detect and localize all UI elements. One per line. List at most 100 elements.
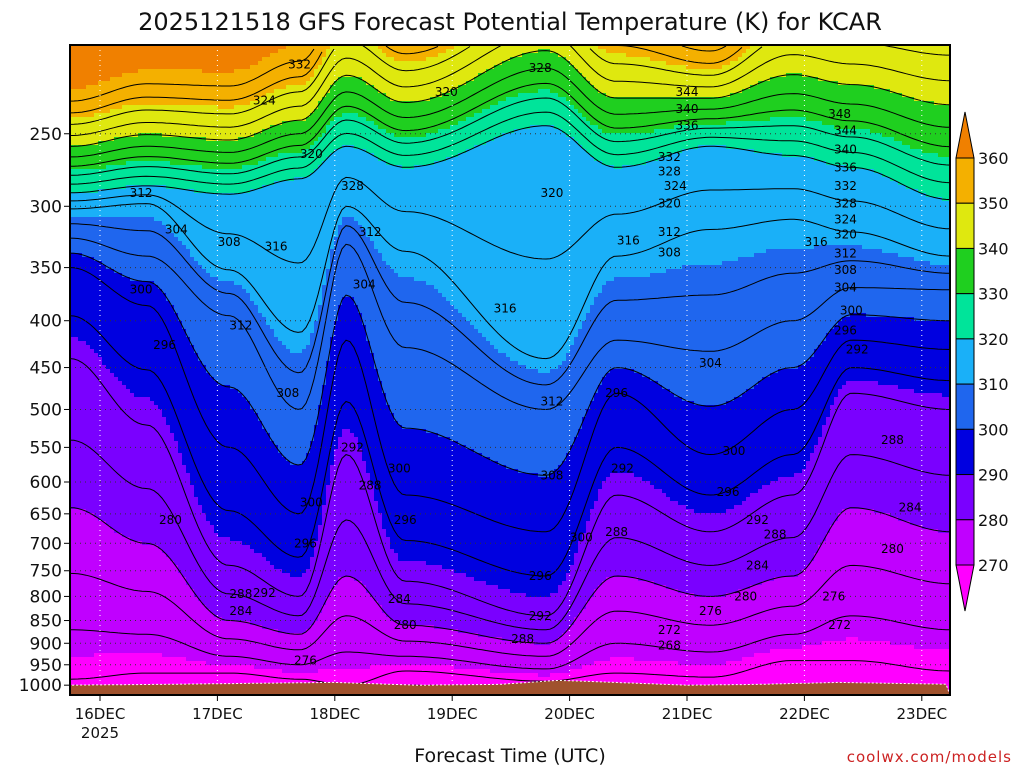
contour-label: 280 bbox=[159, 513, 182, 527]
y-tick-label: 500 bbox=[30, 400, 62, 420]
contour-label: 308 bbox=[834, 263, 857, 277]
contour-label: 268 bbox=[658, 638, 681, 652]
contour-label: 324 bbox=[664, 179, 687, 193]
contour-label: 296 bbox=[394, 513, 417, 527]
isentrope-line bbox=[70, 50, 950, 147]
contour-label: 312 bbox=[541, 394, 564, 408]
credit-text: coolwx.com/models bbox=[847, 748, 1012, 766]
isentrope-line bbox=[70, 97, 950, 176]
y-tick-label: 700 bbox=[30, 534, 62, 554]
colorbar-label: 330 bbox=[978, 285, 1009, 304]
contour-label: 300 bbox=[300, 496, 323, 510]
contour-label: 332 bbox=[288, 57, 311, 71]
contour-label: 280 bbox=[394, 618, 417, 632]
y-tick-label: 400 bbox=[30, 312, 62, 332]
contour-label: 288 bbox=[359, 478, 382, 492]
y-tick-label: 250 bbox=[30, 125, 62, 145]
contour-label: 340 bbox=[676, 102, 699, 116]
colorbar-label: 290 bbox=[978, 466, 1009, 485]
contour-label: 316 bbox=[494, 302, 517, 316]
colorbar-label: 350 bbox=[978, 194, 1009, 213]
terrain bbox=[70, 680, 950, 695]
contour-label: 312 bbox=[359, 225, 382, 239]
colorbar-segment bbox=[955, 157, 975, 204]
contour-label: 276 bbox=[294, 654, 317, 668]
x-axis-label: Forecast Time (UTC) bbox=[414, 745, 605, 767]
x-axis-year: 2025 bbox=[81, 724, 119, 742]
contour-label: 348 bbox=[828, 107, 851, 121]
contour-label: 316 bbox=[265, 240, 288, 254]
y-tick-label: 900 bbox=[30, 634, 62, 654]
isentrope-line bbox=[70, 82, 950, 167]
isentrope-line bbox=[70, 358, 950, 617]
colorbar-label: 320 bbox=[978, 330, 1009, 349]
contour-label: 308 bbox=[276, 386, 299, 400]
contour-label: 296 bbox=[605, 386, 628, 400]
contour-label: 284 bbox=[388, 592, 411, 606]
y-tick-label: 1000 bbox=[19, 676, 62, 696]
y-tick-label: 750 bbox=[30, 562, 62, 582]
contour-label: 320 bbox=[435, 85, 458, 99]
contour-label: 292 bbox=[341, 440, 364, 454]
contour-label: 288 bbox=[511, 632, 534, 646]
contour-label: 292 bbox=[846, 342, 869, 356]
contour-label: 300 bbox=[570, 531, 593, 545]
x-tick-label: 20DEC bbox=[544, 705, 595, 723]
y-tick-label: 450 bbox=[30, 359, 62, 379]
y-tick-label: 550 bbox=[30, 438, 62, 458]
contour-label: 296 bbox=[834, 324, 857, 338]
isentrope-line bbox=[70, 615, 950, 670]
contour-label: 300 bbox=[840, 304, 863, 318]
chart-title: 2025121518 GFS Forecast Potential Temper… bbox=[138, 8, 882, 36]
contour-label: 328 bbox=[834, 197, 857, 211]
contour-label: 320 bbox=[541, 186, 564, 200]
x-tick-label: 21DEC bbox=[662, 705, 713, 723]
contour-label: 308 bbox=[541, 468, 564, 482]
contour-label: 284 bbox=[746, 558, 769, 572]
contour-label: 324 bbox=[253, 94, 276, 108]
isentrope-line bbox=[70, 203, 950, 360]
colorbar-segment bbox=[955, 474, 975, 521]
contour-label: 304 bbox=[353, 277, 376, 291]
contour-label: 328 bbox=[341, 179, 364, 193]
contour-label: 300 bbox=[388, 462, 411, 476]
contour-label: 328 bbox=[658, 165, 681, 179]
colorbar-segment bbox=[955, 383, 975, 430]
colorbar-segment bbox=[955, 428, 975, 476]
contour-label: 288 bbox=[229, 587, 252, 601]
x-tick-label: 23DEC bbox=[897, 705, 948, 723]
colorbar-label: 280 bbox=[978, 511, 1009, 530]
colorbar-min-arrow bbox=[955, 564, 975, 612]
colorbar-max-arrow bbox=[955, 111, 975, 159]
y-tick-label: 850 bbox=[30, 612, 62, 632]
contour-label: 336 bbox=[834, 160, 857, 174]
colorbar-label: 270 bbox=[978, 556, 1009, 575]
contour-label: 296 bbox=[529, 569, 552, 583]
contour-label: 284 bbox=[899, 501, 922, 515]
contour-label: 344 bbox=[676, 85, 699, 99]
contour-label: 284 bbox=[229, 604, 252, 618]
contour-label: 280 bbox=[734, 589, 757, 603]
isentrope-line bbox=[70, 564, 950, 657]
contour-label: 296 bbox=[294, 536, 317, 550]
isentrope-line bbox=[70, 252, 950, 476]
colorbar-segment bbox=[955, 247, 975, 295]
isentrope-line bbox=[70, 67, 950, 158]
contour-label: 280 bbox=[881, 542, 904, 556]
colorbar-segment bbox=[955, 519, 975, 566]
contour-label: 336 bbox=[676, 119, 699, 133]
y-axis: 2503003504004505005506006507007508008509… bbox=[19, 125, 70, 696]
contour-label: 292 bbox=[253, 586, 276, 600]
contour-label: 292 bbox=[746, 513, 769, 527]
isentrope-line bbox=[70, 237, 950, 411]
y-tick-label: 650 bbox=[30, 505, 62, 525]
contour-label: 312 bbox=[834, 247, 857, 261]
contour-label: 304 bbox=[834, 281, 857, 295]
contour-label: 272 bbox=[828, 618, 851, 632]
contour-label: 288 bbox=[764, 528, 787, 542]
contour-label: 312 bbox=[130, 186, 153, 200]
contour-label: 316 bbox=[805, 235, 828, 249]
contour-label: 304 bbox=[699, 356, 722, 370]
x-tick-label: 16DEC bbox=[75, 705, 126, 723]
